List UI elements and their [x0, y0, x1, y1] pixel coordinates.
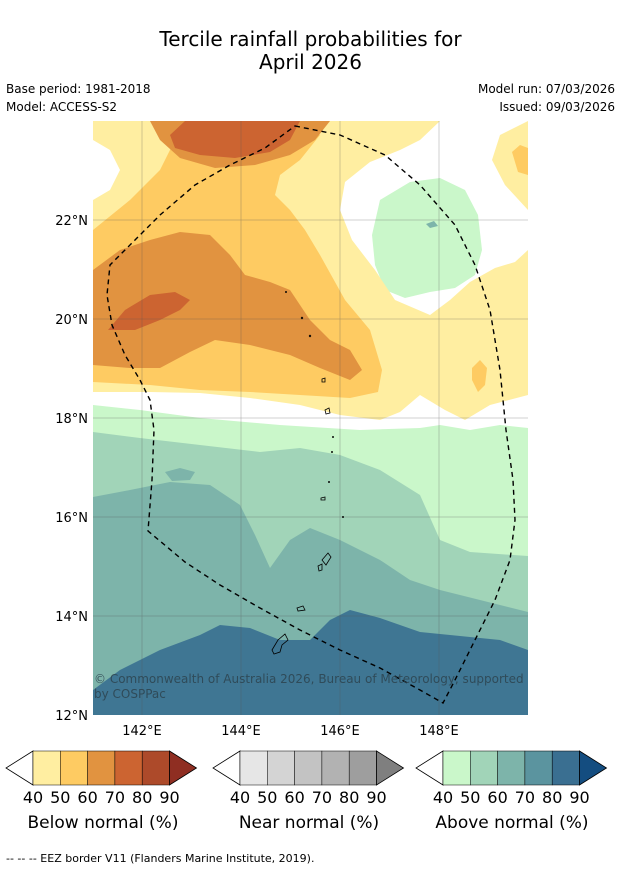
colorbar-below-left-arrow	[5, 750, 34, 786]
lat-label-16: 16°N	[55, 511, 88, 526]
colorbar-below-segment	[32, 750, 61, 786]
colorbar-near-segment	[294, 750, 323, 786]
colorbar-near-tick: 70	[312, 788, 332, 807]
island-dot2	[300, 316, 304, 320]
chart-title: Tercile rainfall probabilities for April…	[0, 28, 621, 74]
graticule	[93, 121, 528, 715]
colorbar-below-tick: 60	[77, 788, 97, 807]
colorbar-below-tick: 80	[132, 788, 152, 807]
lat-label-18: 18°N	[55, 412, 88, 427]
colorbar-below-tick: 40	[23, 788, 43, 807]
lat-label-14: 14°N	[55, 610, 88, 625]
colorbar-above-segment	[551, 750, 580, 786]
island-small1	[320, 496, 326, 501]
island-rota	[296, 605, 306, 612]
island-dot3	[284, 290, 287, 293]
colorbar-below-tick: 90	[159, 788, 179, 807]
below-50-patch-ne	[512, 145, 528, 175]
colorbar-near-tick: 50	[257, 788, 277, 807]
colorbar-near-tick: 40	[230, 788, 250, 807]
lat-label-12: 12°N	[55, 709, 88, 724]
colorbars: 40 50 60 70 80 90 40 50 60 70 80 90 40 50 60 70 80 90	[5, 750, 608, 807]
island-dot5	[330, 450, 333, 453]
island-guam	[271, 633, 289, 655]
title-line-2: April 2026	[259, 50, 362, 74]
model-run: Model run: 07/03/2026	[477, 82, 615, 96]
lat-label-20: 20°N	[55, 313, 88, 328]
colorbar-above-segment	[497, 750, 526, 786]
colorbar-above-tick: 60	[487, 788, 507, 807]
colorbar-label-near: Near normal (%)	[238, 813, 380, 833]
colorbar-below-tick: 70	[105, 788, 125, 807]
island-dot1	[308, 334, 312, 338]
colorbar-above-segment	[470, 750, 498, 786]
issued-date: Issued: 09/03/2026	[499, 100, 615, 114]
colorbar-above-tick: 50	[460, 788, 480, 807]
colorbar-above-left-arrow	[415, 750, 444, 786]
island-small2	[324, 407, 331, 415]
above-north-blob	[372, 178, 482, 298]
colorbar-near-tick: 80	[339, 788, 359, 807]
island-dot7	[341, 516, 344, 519]
lon-label-146: 146°E	[320, 724, 360, 739]
colorbar-near-right-arrow	[376, 750, 405, 786]
colorbar-near-segment	[321, 750, 350, 786]
meta-left: Base period: 1981-2018 Model: ACCESS-S2	[6, 80, 151, 116]
lon-label-144: 144°E	[221, 724, 261, 739]
colorbar-label-below: Below normal (%)	[27, 813, 179, 833]
no-signal-region	[93, 121, 120, 200]
island-small3	[321, 377, 326, 383]
title-line-1: Tercile rainfall probabilities for	[159, 27, 462, 51]
island-dot4	[331, 435, 334, 438]
eez-footnote: -- -- -- EEZ border V11 (Flanders Marine…	[6, 852, 315, 865]
colorbar-near-tick: 60	[284, 788, 304, 807]
colorbar-above-tick: 90	[569, 788, 589, 807]
base-period: Base period: 1981-2018	[6, 82, 151, 96]
colorbar-near-left-arrow	[212, 750, 241, 786]
colorbar-above-tick: 70	[515, 788, 535, 807]
colorbar-below-right-arrow	[169, 750, 198, 786]
colorbar-below-segment	[114, 750, 143, 786]
colorbar-below-segment	[60, 750, 88, 786]
below-70-region	[108, 292, 190, 330]
lat-label-22: 22°N	[55, 214, 88, 229]
colorbar-near-segment	[267, 750, 295, 786]
colorbar-above-tick: 40	[433, 788, 453, 807]
colorbar-below-segment	[141, 750, 170, 786]
island-dot6	[327, 480, 330, 483]
below-70-north	[170, 121, 300, 158]
colorbar-above-segment	[524, 750, 553, 786]
copyright-text: © Commonwealth of Australia 2026, Bureau…	[94, 672, 524, 701]
colorbar-label-above: Above normal (%)	[435, 813, 589, 833]
colorbar-near-tick: 90	[366, 788, 386, 807]
colorbar-near-segment	[239, 750, 268, 786]
above-70-region	[93, 610, 528, 715]
lon-label-142: 142°E	[122, 724, 162, 739]
colorbar-below-segment	[87, 750, 116, 786]
colorbar-near-segment	[348, 750, 377, 786]
colorbar-above-right-arrow	[579, 750, 608, 786]
probability-shading	[93, 121, 528, 715]
islands	[271, 290, 344, 655]
above-60-patch	[165, 468, 195, 481]
lon-label-148: 148°E	[419, 724, 459, 739]
model-name: Model: ACCESS-S2	[6, 100, 118, 114]
colorbar-above-tick: 80	[542, 788, 562, 807]
below-60-region	[93, 232, 362, 380]
island-saipan	[321, 552, 332, 566]
colorbar-below-tick: 50	[50, 788, 70, 807]
above-north-dot	[426, 221, 438, 228]
below-50-patch	[472, 360, 487, 392]
island-tinian	[317, 563, 323, 572]
meta-right: Model run: 07/03/2026 Issued: 09/03/2026	[478, 80, 615, 116]
colorbar-above-segment	[442, 750, 471, 786]
